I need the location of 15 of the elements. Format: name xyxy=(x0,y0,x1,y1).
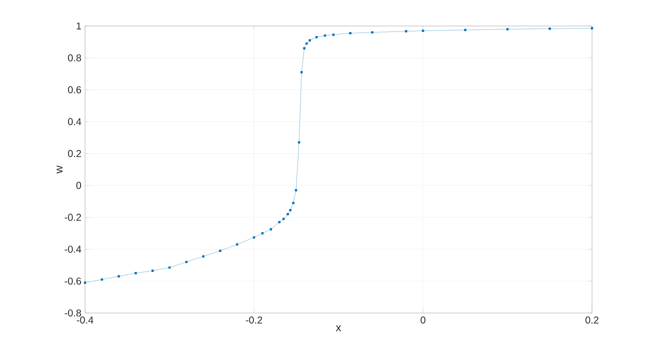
y-tick-label: -0.8 xyxy=(64,309,82,317)
y-tick-label: 0.4 xyxy=(68,118,82,126)
y-axis-title: w xyxy=(56,166,62,174)
x-tick-label: 0.2 xyxy=(585,316,598,324)
x-tick-label: -0.2 xyxy=(246,316,262,324)
y-tick-label: 0 xyxy=(76,182,82,189)
y-tick-label: -0.2 xyxy=(64,214,81,221)
y-tick-label: -0.6 xyxy=(64,278,82,285)
y-tick-label: 0.2 xyxy=(68,150,81,158)
y-tick-label: 0.6 xyxy=(68,86,82,94)
x-tick-label: 0 xyxy=(420,316,426,324)
y-tick-label: -0.4 xyxy=(64,246,82,253)
y-tick-label: 1 xyxy=(76,22,81,30)
x-axis-title: x xyxy=(336,325,342,332)
y-tick-label: 0.8 xyxy=(68,54,82,62)
